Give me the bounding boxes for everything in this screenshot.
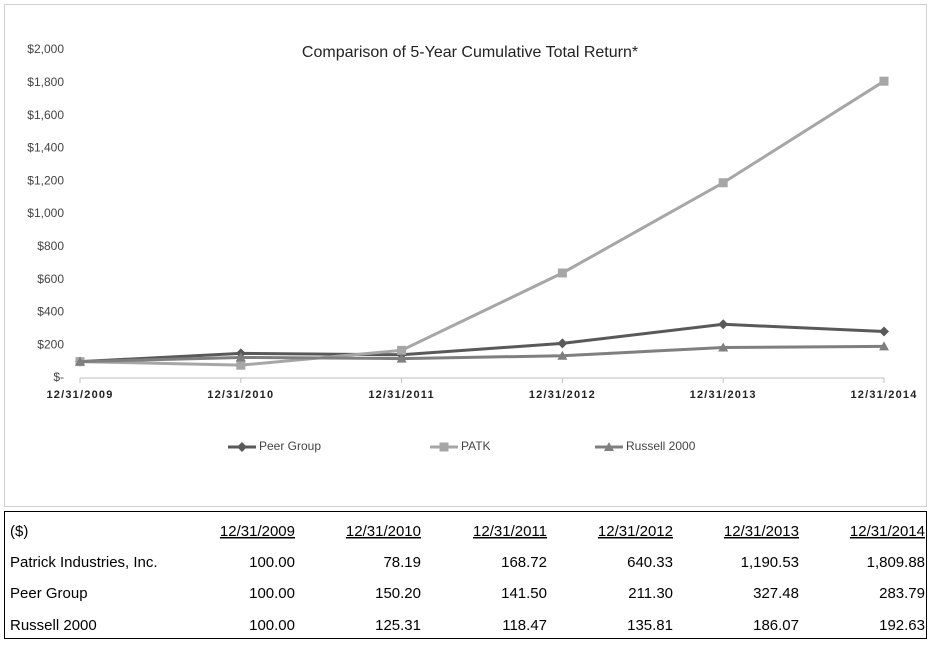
table-header: ($) — [10, 523, 28, 540]
table-cell: 168.72 — [501, 554, 547, 571]
y-tick-label: $- — [53, 370, 64, 384]
table-cell: 1,190.53 — [741, 554, 799, 571]
line — [79, 344, 885, 364]
point — [235, 352, 246, 362]
legend-label: Russell 2000 — [626, 439, 696, 453]
x-tick-label: 12/31/2012 — [529, 389, 596, 401]
x-tick-label: 12/31/2009 — [46, 389, 113, 401]
x-tick-label: 12/31/2010 — [207, 389, 274, 401]
table-cell: 192.63 — [879, 617, 925, 634]
x-tick-label: 12/31/2013 — [690, 389, 757, 401]
chart-frame — [4, 4, 927, 507]
point — [718, 342, 729, 352]
y-tick-label: $1,000 — [27, 206, 64, 220]
table-cell: 327.48 — [753, 585, 799, 602]
plot: $- $200 $400 $600 $800 $1,000 $1,200 $1,400 $1,6… — [27, 42, 917, 453]
x-tick-label: 12/31/2014 — [850, 389, 917, 401]
point — [439, 442, 449, 452]
table-cell: 100.00 — [249, 617, 295, 634]
point — [879, 326, 889, 337]
point — [879, 341, 889, 351]
table-header: 12/31/2012 — [598, 523, 673, 540]
table-cell: 125.31 — [375, 617, 421, 634]
legend-label: PATK — [461, 439, 491, 453]
line — [79, 322, 885, 364]
table-header: 12/31/2010 — [346, 523, 421, 540]
table-cell: 100.00 — [249, 554, 295, 571]
point — [397, 345, 407, 355]
y-tick-label: $2,000 — [27, 42, 64, 56]
legend-label: Peer Group — [259, 439, 321, 453]
table: ($) 12/31/2009 12/31/2010 12/31/2011 12/31/2… — [10, 523, 925, 634]
table-cell: 118.47 — [502, 617, 547, 634]
y-tick-label: $200 — [37, 337, 64, 351]
series — [75, 341, 889, 366]
table-header: 12/31/2014 — [850, 523, 925, 540]
table-header: 12/31/2011 — [473, 523, 547, 540]
y-tick-label: $1,200 — [27, 173, 64, 187]
point — [557, 268, 567, 278]
y-tick-label: $1,600 — [27, 108, 64, 122]
table-cell: 135.81 — [627, 617, 673, 634]
point — [75, 356, 85, 366]
table-header: 12/31/2009 — [220, 523, 295, 540]
table-header: 12/31/2013 — [724, 523, 799, 540]
row-label: Peer Group — [10, 585, 88, 602]
point — [236, 360, 246, 370]
row-label: Russell 2000 — [10, 617, 97, 634]
chart-title: Comparison of 5-Year Cumulative Total Re… — [302, 44, 638, 61]
point — [604, 442, 614, 451]
y-tick-label: $1,800 — [27, 75, 64, 89]
table-cell: 100.00 — [249, 585, 295, 602]
point — [237, 442, 247, 452]
point — [718, 178, 728, 188]
x-tick-label: 12/31/2011 — [368, 389, 434, 401]
table-cell: 283.79 — [879, 585, 925, 602]
row-label: Patrick Industries, Inc. — [10, 554, 158, 571]
y-tick-label: $600 — [37, 272, 64, 286]
table-cell: 640.33 — [627, 554, 673, 571]
point — [879, 76, 889, 86]
table-cell: 78.19 — [383, 554, 421, 571]
point — [396, 353, 407, 363]
table-cell: 150.20 — [375, 585, 421, 602]
line — [79, 79, 885, 367]
table-cell: 186.07 — [753, 617, 799, 634]
table-frame — [4, 511, 927, 639]
y-tick-label: $1,400 — [27, 141, 64, 155]
point — [718, 319, 729, 330]
y-tick-label: $400 — [37, 305, 64, 319]
table-cell: 211.30 — [628, 585, 673, 602]
table-cell: 1,809.88 — [867, 554, 925, 571]
point — [557, 350, 568, 360]
table-cell: 141.50 — [501, 585, 547, 602]
point — [557, 338, 568, 349]
y-tick-label: $800 — [37, 239, 64, 253]
